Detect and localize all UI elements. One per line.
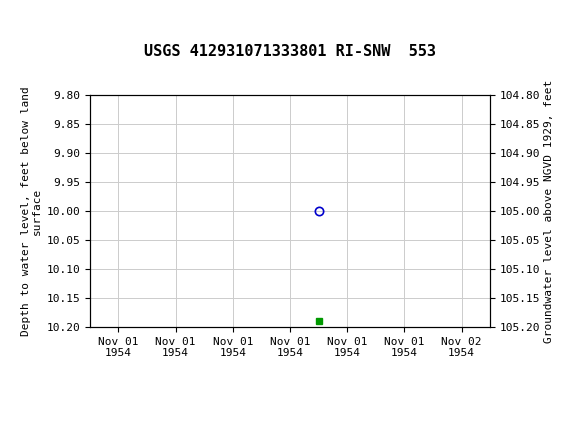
Text: USGS: USGS	[38, 10, 85, 29]
Y-axis label: Groundwater level above NGVD 1929, feet: Groundwater level above NGVD 1929, feet	[545, 80, 554, 343]
Y-axis label: Depth to water level, feet below land
surface: Depth to water level, feet below land su…	[21, 86, 42, 336]
Text: ╳: ╳	[9, 5, 24, 34]
Text: USGS 412931071333801 RI-SNW  553: USGS 412931071333801 RI-SNW 553	[144, 44, 436, 59]
